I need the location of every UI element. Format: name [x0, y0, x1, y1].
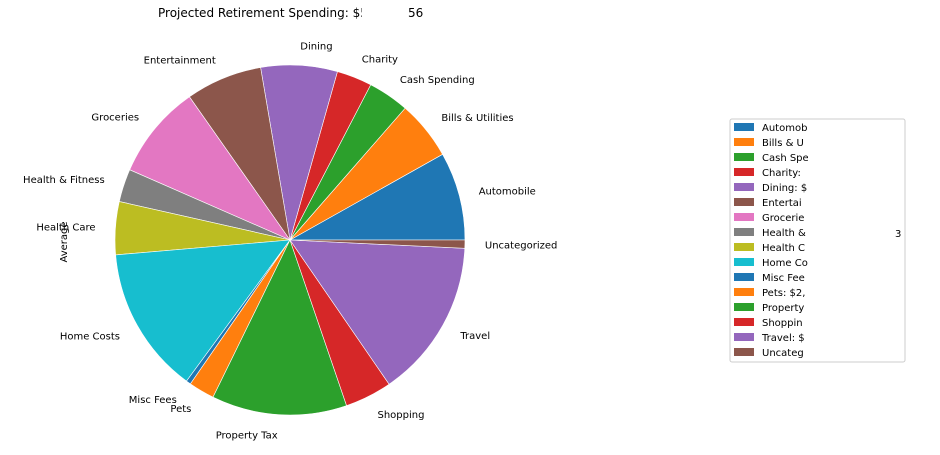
title-redaction [362, 6, 412, 20]
legend-label: Uncateg [762, 348, 804, 359]
pie-slice-travel [289, 239, 466, 385]
slice-label: Misc Fees [129, 395, 177, 406]
legend-swatch [734, 198, 754, 206]
slice-label: Charity [362, 55, 398, 66]
pie-slice-labels: Automobile Bills & Utilities Cash Spending… [23, 41, 557, 441]
legend-swatch [734, 183, 754, 191]
legend-label: Cash Spe [762, 153, 809, 164]
legend-swatch [734, 213, 754, 221]
legend-redaction [808, 123, 902, 358]
legend-label: Shoppin [762, 318, 803, 329]
pie-slice-property-tax [212, 239, 347, 416]
slice-label: Entertainment [144, 56, 216, 67]
legend-swatch [734, 333, 754, 341]
pie-slice-groceries [129, 96, 291, 241]
slice-label: Automobile [479, 187, 536, 198]
legend-label: Automob [762, 123, 807, 134]
legend-label: Home Co [762, 258, 808, 269]
pie-slice-uncategorized [289, 239, 466, 249]
legend-label: Health & [762, 228, 806, 239]
legend-swatch [734, 288, 754, 296]
chart-title: Projected Retirement Spending: $5 [158, 6, 368, 20]
legend-label: Misc Fee [762, 273, 805, 284]
pie-slices [114, 64, 466, 416]
legend-swatch [734, 153, 754, 161]
legend-swatch [734, 318, 754, 326]
legend-label: Charity: [762, 168, 801, 179]
legend-item-tail: 3 [895, 229, 901, 240]
legend-swatch [734, 138, 754, 146]
legend-label: Entertai [762, 198, 802, 209]
slice-label: Dining [300, 41, 332, 52]
legend-label: Dining: $ [762, 183, 807, 194]
slice-label: Cash Spending [400, 75, 475, 86]
slice-label: Shopping [378, 410, 425, 421]
legend-swatch [734, 168, 754, 176]
slice-label: Travel [459, 331, 490, 342]
slice-label: Home Costs [60, 332, 120, 343]
slice-label: Pets [170, 404, 191, 415]
slice-label: Health Care [36, 223, 95, 234]
legend-label: Travel: $ [761, 333, 805, 344]
legend-label: Bills & U [762, 138, 804, 149]
slice-label: Health & Fitness [23, 175, 105, 186]
slice-label: Groceries [91, 113, 139, 124]
legend-swatch [734, 348, 754, 356]
slice-label: Uncategorized [485, 241, 557, 252]
legend-swatch [734, 123, 754, 131]
legend-swatch [734, 273, 754, 281]
legend-label: Health C [762, 243, 805, 254]
legend-swatch [734, 228, 754, 236]
slice-label: Property Tax [216, 431, 278, 442]
slice-label: Bills & Utilities [441, 113, 513, 124]
legend: Automob Bills & U Cash Spe Charity: Dining: … [729, 118, 906, 363]
legend-swatch [734, 258, 754, 266]
chart-title-tail: 56 [408, 6, 423, 20]
legend-swatch [734, 303, 754, 311]
legend-label: Grocerie [762, 213, 804, 224]
y-axis-label: Average [59, 221, 70, 262]
legend-items: Automob Bills & U Cash Spe Charity: Dining: … [734, 123, 809, 359]
pie-slice-home-costs [115, 239, 291, 382]
legend-label: Property [762, 303, 804, 314]
legend-label: Pets: $2, [762, 288, 805, 299]
legend-swatch [734, 243, 754, 251]
pie-slice-automobile [288, 153, 466, 241]
